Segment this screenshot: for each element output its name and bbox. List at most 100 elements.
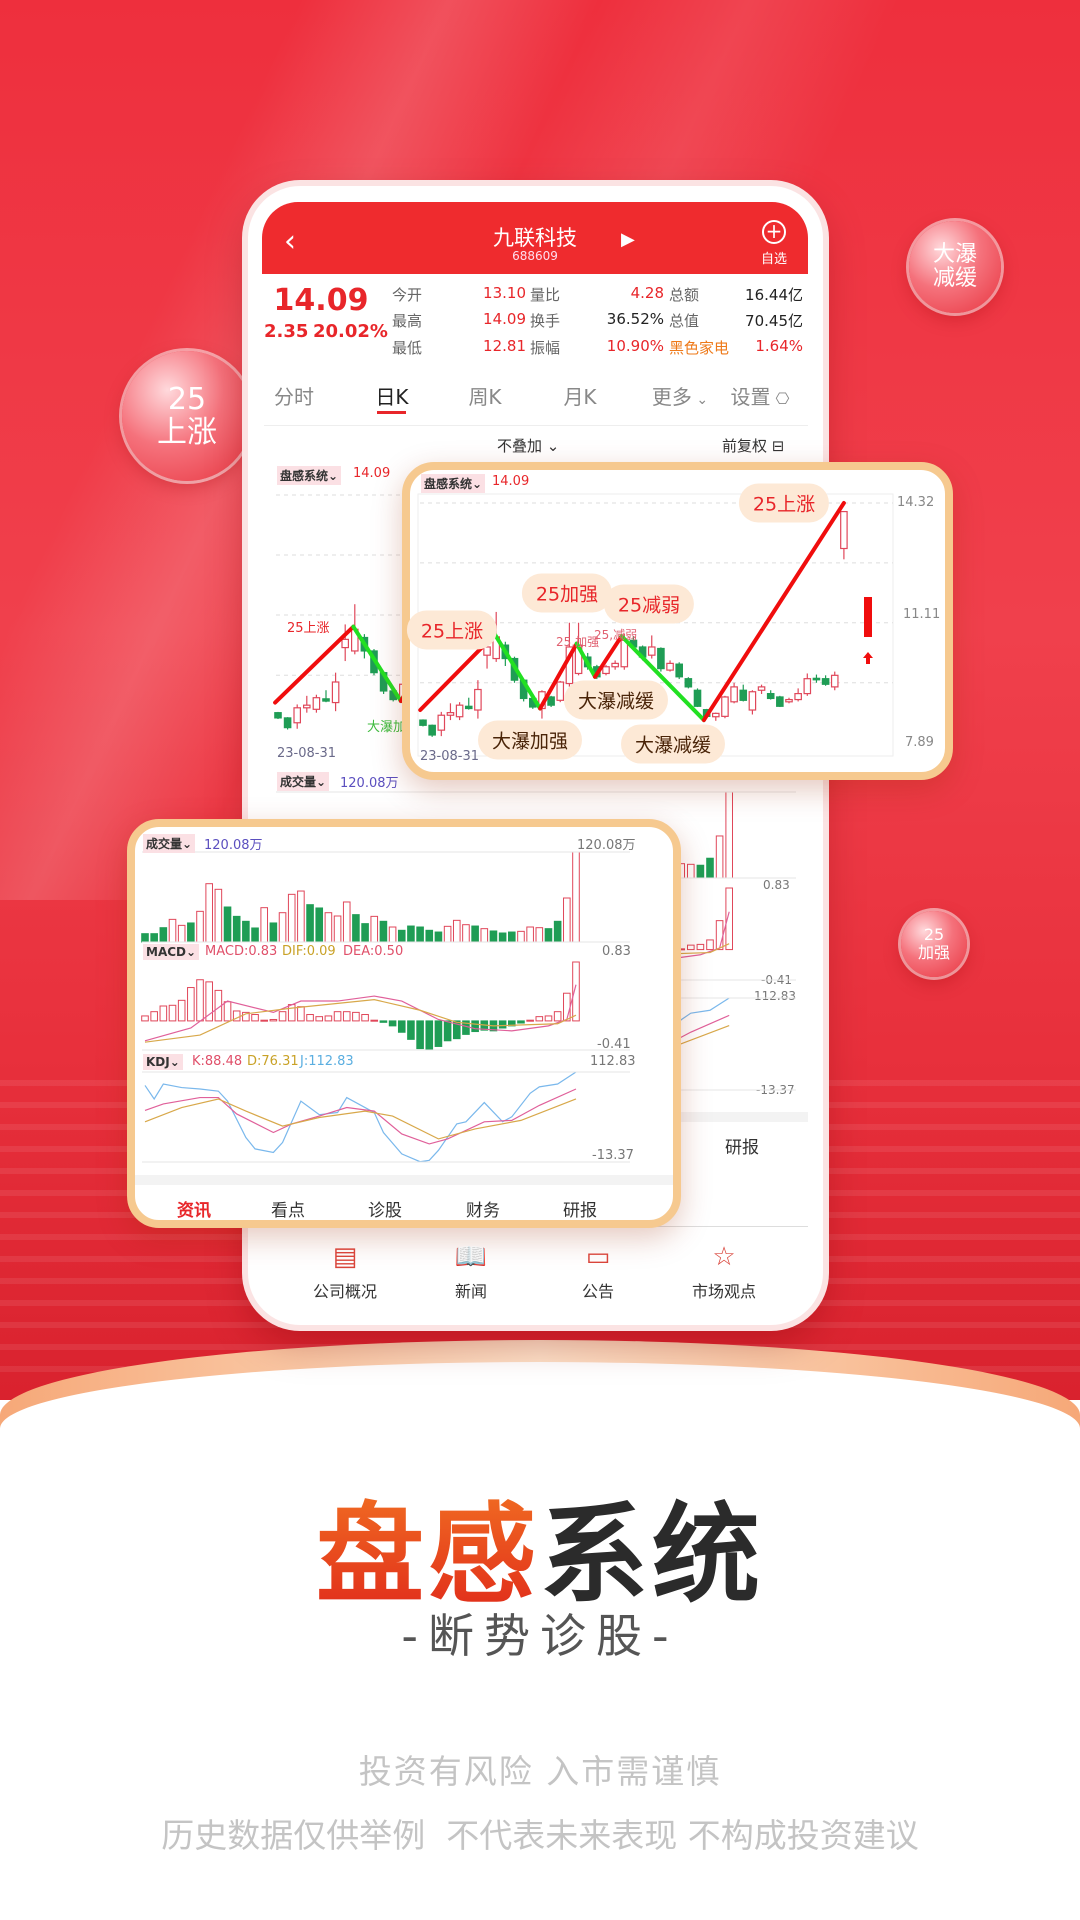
kdj-d: D:76.31 <box>247 1054 299 1069</box>
signal-25-weaken: 25减弱 <box>603 584 695 624</box>
stat-label: 总值 <box>669 312 700 330</box>
bottom-nav-item[interactable]: 市场观点 <box>691 1282 757 1301</box>
info-tab-3[interactable]: 财务 <box>466 1201 500 1221</box>
bottom-nav-item[interactable]: 新闻 <box>454 1282 488 1301</box>
signal-fall-slow: 大瀑减缓 <box>620 724 726 764</box>
promo-subtitle: -断势诊股- <box>401 1609 679 1663</box>
chevron-down-icon: ⌄ <box>691 392 709 408</box>
volume-name: 成交量 <box>146 837 183 851</box>
tab-1[interactable]: 日K <box>375 381 408 410</box>
stat-value: 16.44亿 <box>745 286 803 304</box>
macd-label[interactable]: MACD⌄ <box>143 944 200 960</box>
announcement-icon[interactable]: ▭ <box>585 1242 611 1272</box>
signal-small-strengthen: 25,加强 <box>556 635 600 649</box>
macd-name: MACD <box>146 945 186 959</box>
kdj-top: 112.83 <box>590 1054 636 1069</box>
stat-value: 70.45亿 <box>745 312 803 330</box>
tab-label: 周K <box>468 385 502 409</box>
disclaimer-history: 历史数据仅供举例 不代表未来表现 不构成投资建议 <box>161 1816 919 1855</box>
settings-icon: ⎔ <box>770 389 790 408</box>
add-watchlist-icon[interactable]: + <box>762 220 786 244</box>
bg-volume-label[interactable]: 成交量⌄ <box>277 772 330 791</box>
price-change-pct: 20.02% <box>313 321 388 342</box>
bg-kdj-top: 112.83 <box>754 989 796 1003</box>
adjust-icon: ⊟ <box>771 437 785 455</box>
stat-label: 换手 <box>530 312 561 330</box>
bg-indicator-name: 盘感系统 <box>280 469 329 483</box>
bg-kdj-bottom: -13.37 <box>756 1083 795 1097</box>
promo-title-rest: 系统 <box>540 1493 765 1618</box>
bubble-line: 25 <box>167 382 207 417</box>
bottom-nav-item[interactable]: 公司概况 <box>312 1282 378 1301</box>
stock-code: 688609 <box>512 249 558 263</box>
kdj-j: J:112.83 <box>300 1054 354 1069</box>
stock-header <box>262 202 808 274</box>
dif-value: DIF:0.09 <box>282 944 336 959</box>
watchlist-label[interactable]: 自选 <box>760 252 788 267</box>
info-tab-0[interactable]: 资讯 <box>177 1201 211 1221</box>
news-icon[interactable]: 📖 <box>454 1242 488 1272</box>
market-view-icon[interactable]: ☆ <box>712 1242 736 1272</box>
indicator-name: 盘感系统 <box>424 477 473 491</box>
company-profile-icon[interactable]: ▤ <box>332 1242 358 1272</box>
tab-2[interactable]: 周K <box>468 381 501 410</box>
bg-signal-up: 25上涨 <box>287 621 330 636</box>
bg-signal-fall: 大瀑加 <box>367 720 407 735</box>
tab-5[interactable]: 设置 ⎔ <box>730 381 789 410</box>
tab-4[interactable]: 更多 ⌄ <box>652 381 708 410</box>
last-price: 14.09 <box>492 474 530 489</box>
bubble-line: 25 <box>923 925 945 945</box>
tab-0[interactable]: 分时 <box>274 381 314 410</box>
bubble-fall-slow: 大瀑 减缓 <box>909 221 1001 313</box>
kdj-k: K:88.48 <box>192 1054 243 1069</box>
dea-value: DEA:0.50 <box>343 944 404 959</box>
kdj-label[interactable]: KDJ⌄ <box>143 1054 183 1070</box>
stat-value: 14.09 <box>483 310 526 328</box>
macd-top: 0.83 <box>602 944 631 959</box>
info-tab-2[interactable]: 诊股 <box>368 1201 402 1221</box>
tab-label: 分时 <box>274 385 314 409</box>
current-price: 14.09 <box>273 283 369 318</box>
indicator-label[interactable]: 盘感系统⌄ <box>421 474 486 493</box>
next-stock-icon[interactable]: ▶ <box>621 229 635 250</box>
disclaimer-risk: 投资有风险 入市需谨慎 <box>358 1752 722 1791</box>
macd-bottom: -0.41 <box>597 1037 631 1052</box>
price-change: 2.35 <box>264 321 309 342</box>
bg-macd-top: 0.83 <box>763 878 790 892</box>
tab-label: 日K <box>375 385 409 409</box>
stat-label: 量比 <box>530 286 561 304</box>
indicators-zoom-card <box>127 819 681 1228</box>
stat-value: 12.81 <box>483 337 526 355</box>
bottom-nav-item[interactable]: 公告 <box>581 1282 615 1301</box>
bubble-line: 减缓 <box>932 266 977 291</box>
adjust-select[interactable]: 前复权 ⊟ <box>722 435 784 456</box>
tab-3[interactable]: 月K <box>563 381 596 410</box>
adjust-label: 前复权 <box>722 437 768 455</box>
volume-max: 120.08万 <box>577 838 636 853</box>
bg-indicator-label[interactable]: 盘感系统⌄ <box>277 466 342 485</box>
signal-25-rise-latest: 25上涨 <box>738 483 830 523</box>
section-gap <box>135 1175 673 1185</box>
volume-label[interactable]: 成交量⌄ <box>143 834 196 853</box>
active-tab-underline <box>377 411 406 414</box>
axis-bottom: 7.89 <box>905 735 934 750</box>
overlay-select[interactable]: 不叠加 ⌄ <box>497 437 560 455</box>
tab-label: 更多 <box>651 385 692 409</box>
info-tab-4[interactable]: 研报 <box>563 1201 597 1221</box>
bg-tab-research[interactable]: 研报 <box>725 1138 759 1158</box>
signal-25-strengthen: 25加强 <box>521 573 613 613</box>
info-tab-1[interactable]: 看点 <box>271 1201 305 1221</box>
bubble-25-strengthen: 25 加强 <box>901 911 967 977</box>
stat-value: 1.64% <box>755 337 803 355</box>
promo-title-accent: 盘感 <box>315 1493 540 1618</box>
axis-mid: 11.11 <box>903 607 941 622</box>
kdj-name: KDJ <box>146 1055 170 1069</box>
stat-label: 最低 <box>392 339 423 357</box>
axis-top: 14.32 <box>897 495 935 510</box>
start-date: 23-08-31 <box>420 749 480 764</box>
bg-volume-value: 120.08万 <box>340 776 399 791</box>
signal-25-rise: 25上涨 <box>406 610 498 650</box>
bubble-line: 加强 <box>917 943 950 962</box>
kdj-bottom: -13.37 <box>592 1148 634 1163</box>
back-icon[interactable]: ‹ <box>284 224 296 259</box>
